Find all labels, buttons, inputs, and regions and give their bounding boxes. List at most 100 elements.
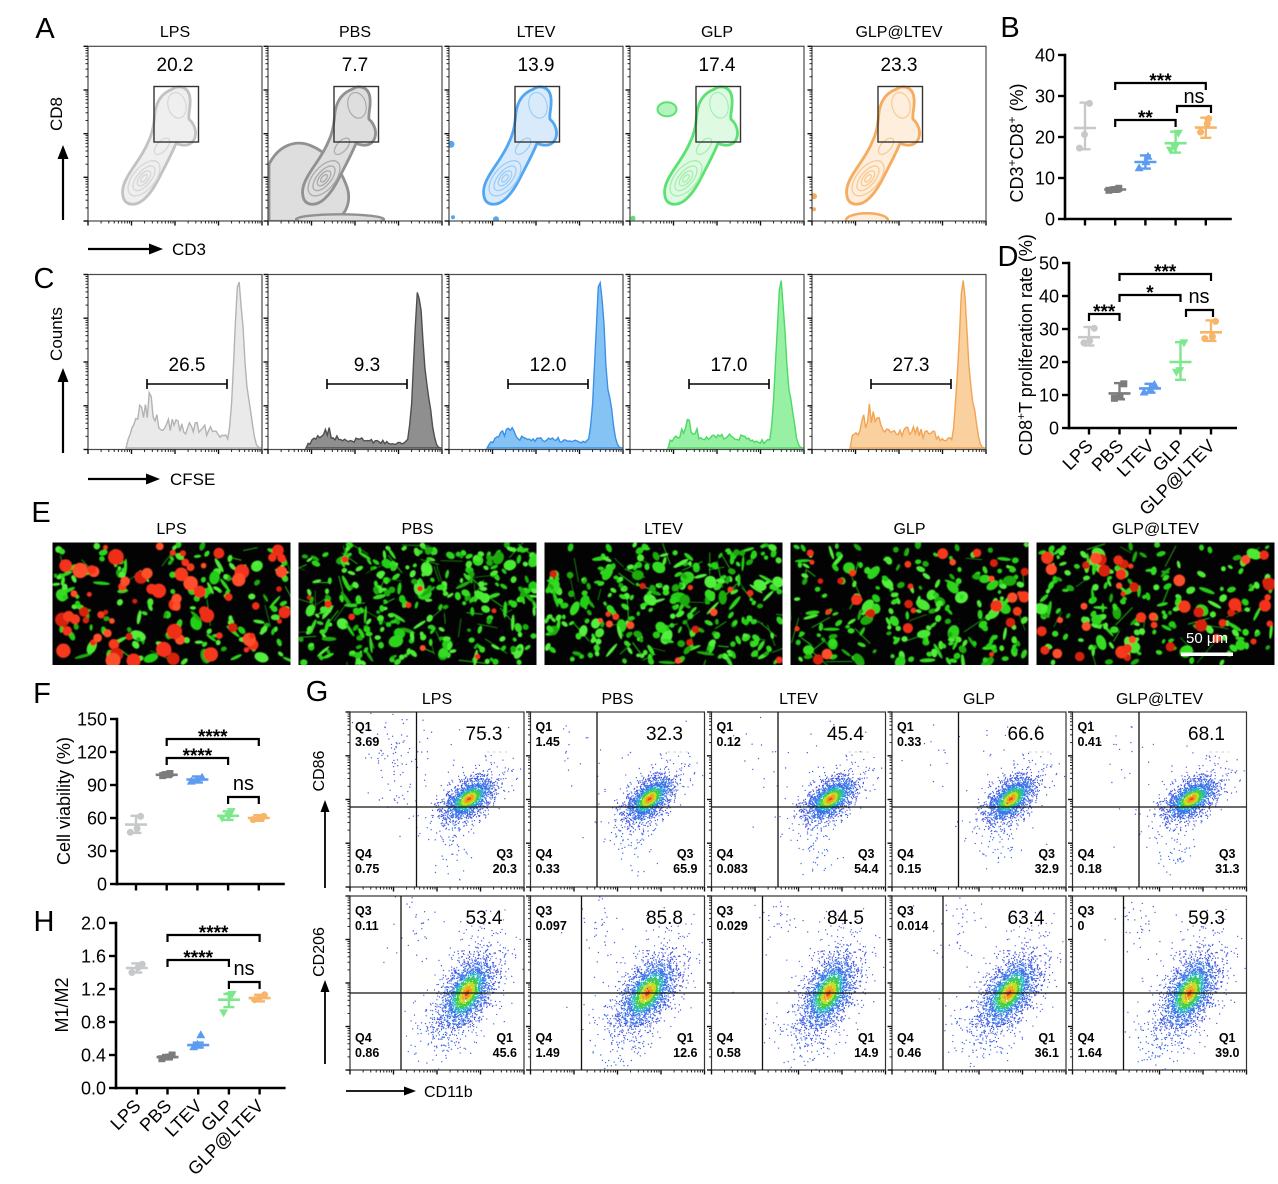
svg-text:GLP@LTEV: GLP@LTEV bbox=[1112, 521, 1199, 538]
svg-text:Q1: Q1 bbox=[1219, 1031, 1236, 1045]
svg-text:1.64: 1.64 bbox=[1078, 1046, 1102, 1060]
svg-text:54.4: 54.4 bbox=[854, 862, 878, 876]
svg-text:Q4: Q4 bbox=[897, 1031, 914, 1045]
svg-text:Q3: Q3 bbox=[1219, 847, 1236, 861]
svg-text:17.4: 17.4 bbox=[699, 55, 736, 76]
svg-text:31.3: 31.3 bbox=[1215, 862, 1239, 876]
svg-text:68.1: 68.1 bbox=[1188, 724, 1225, 745]
svg-text:14.9: 14.9 bbox=[854, 1046, 878, 1060]
svg-text:84.5: 84.5 bbox=[827, 908, 864, 929]
svg-text:Q4: Q4 bbox=[536, 1031, 553, 1045]
svg-text:ns: ns bbox=[1183, 86, 1204, 108]
svg-text:Q4: Q4 bbox=[355, 847, 372, 861]
svg-text:45.4: 45.4 bbox=[827, 724, 864, 745]
svg-text:0.097: 0.097 bbox=[536, 919, 567, 933]
svg-text:Q4: Q4 bbox=[717, 847, 734, 861]
svg-text:53.4: 53.4 bbox=[466, 908, 503, 929]
svg-text:23.3: 23.3 bbox=[881, 55, 918, 76]
svg-text:LPS: LPS bbox=[160, 24, 190, 41]
svg-text:Q1: Q1 bbox=[677, 1031, 694, 1045]
svg-text:Q4: Q4 bbox=[355, 1031, 372, 1045]
svg-text:50: 50 bbox=[1039, 254, 1059, 274]
svg-text:Q1: Q1 bbox=[355, 720, 372, 734]
svg-text:0.4: 0.4 bbox=[81, 1046, 106, 1066]
svg-text:B: B bbox=[1000, 12, 1019, 44]
svg-text:0: 0 bbox=[1045, 210, 1055, 230]
svg-text:LPS: LPS bbox=[422, 691, 452, 708]
svg-text:30: 30 bbox=[1039, 320, 1059, 340]
svg-text:1.6: 1.6 bbox=[81, 947, 106, 967]
svg-text:0.75: 0.75 bbox=[355, 862, 379, 876]
svg-text:32.9: 32.9 bbox=[1035, 862, 1059, 876]
svg-text:CD8+T proliferation rate (%): CD8+T proliferation rate (%) bbox=[1014, 234, 1036, 456]
svg-text:17.0: 17.0 bbox=[711, 355, 748, 376]
svg-text:66.6: 66.6 bbox=[1008, 724, 1045, 745]
svg-text:Counts: Counts bbox=[47, 307, 66, 361]
svg-text:40: 40 bbox=[1039, 287, 1059, 307]
svg-text:26.5: 26.5 bbox=[169, 355, 206, 376]
svg-text:Q1: Q1 bbox=[858, 1031, 875, 1045]
svg-text:0.15: 0.15 bbox=[897, 862, 921, 876]
svg-text:Q3: Q3 bbox=[897, 904, 914, 918]
svg-text:***: *** bbox=[1093, 302, 1116, 323]
svg-text:1.45: 1.45 bbox=[536, 735, 560, 749]
svg-text:0.86: 0.86 bbox=[355, 1046, 379, 1060]
svg-text:Q1: Q1 bbox=[1078, 720, 1095, 734]
svg-text:30: 30 bbox=[87, 842, 107, 862]
svg-text:7.7: 7.7 bbox=[342, 55, 368, 76]
svg-text:GLP: GLP bbox=[701, 24, 733, 41]
svg-text:D: D bbox=[998, 241, 1019, 273]
svg-text:CD206: CD206 bbox=[311, 927, 328, 977]
svg-text:0: 0 bbox=[97, 875, 107, 895]
svg-text:GLP: GLP bbox=[963, 691, 995, 708]
svg-text:Q4: Q4 bbox=[1078, 847, 1095, 861]
svg-text:ns: ns bbox=[1188, 286, 1209, 308]
svg-text:85.8: 85.8 bbox=[646, 908, 683, 929]
svg-text:36.1: 36.1 bbox=[1035, 1046, 1059, 1060]
svg-text:M1/M2: M1/M2 bbox=[52, 977, 72, 1032]
svg-text:50 μm: 50 μm bbox=[1186, 630, 1228, 647]
svg-text:LTEV: LTEV bbox=[779, 691, 818, 708]
svg-text:27.3: 27.3 bbox=[893, 355, 930, 376]
svg-text:2.0: 2.0 bbox=[81, 914, 106, 934]
svg-text:1.49: 1.49 bbox=[536, 1046, 560, 1060]
svg-text:GLP: GLP bbox=[893, 521, 925, 538]
svg-text:Cell viability (%): Cell viability (%) bbox=[54, 737, 74, 865]
svg-text:E: E bbox=[31, 497, 50, 529]
svg-text:C: C bbox=[34, 263, 55, 295]
svg-text:Q1: Q1 bbox=[897, 720, 914, 734]
svg-text:***: *** bbox=[1154, 262, 1177, 283]
svg-text:40: 40 bbox=[1035, 46, 1055, 66]
svg-text:Q4: Q4 bbox=[1078, 1031, 1095, 1045]
svg-text:CD86: CD86 bbox=[311, 750, 328, 791]
svg-text:Q3: Q3 bbox=[717, 904, 734, 918]
svg-text:GLP@LTEV: GLP@LTEV bbox=[1116, 691, 1203, 708]
svg-text:20: 20 bbox=[1039, 353, 1059, 373]
svg-text:59.3: 59.3 bbox=[1188, 908, 1225, 929]
svg-text:CFSE: CFSE bbox=[170, 470, 215, 489]
svg-text:Q4: Q4 bbox=[536, 847, 553, 861]
svg-text:0.029: 0.029 bbox=[717, 919, 748, 933]
svg-text:****: **** bbox=[199, 923, 229, 944]
svg-text:90: 90 bbox=[87, 776, 107, 796]
svg-text:G: G bbox=[306, 676, 329, 708]
svg-text:150: 150 bbox=[77, 710, 107, 730]
svg-text:Q3: Q3 bbox=[1078, 904, 1095, 918]
svg-text:0.41: 0.41 bbox=[1078, 735, 1102, 749]
svg-text:F: F bbox=[33, 678, 51, 710]
svg-text:20.2: 20.2 bbox=[157, 55, 194, 76]
svg-text:PBS: PBS bbox=[601, 691, 633, 708]
svg-text:CD3+CD8+ (%): CD3+CD8+ (%) bbox=[1005, 83, 1027, 202]
svg-text:0.0: 0.0 bbox=[81, 1079, 106, 1099]
svg-text:0.58: 0.58 bbox=[717, 1046, 741, 1060]
svg-text:****: **** bbox=[198, 727, 228, 748]
svg-text:Q4: Q4 bbox=[897, 847, 914, 861]
svg-text:Q3: Q3 bbox=[858, 847, 875, 861]
svg-text:0.18: 0.18 bbox=[1078, 862, 1102, 876]
svg-text:0.33: 0.33 bbox=[536, 862, 560, 876]
svg-text:20: 20 bbox=[1035, 128, 1055, 148]
svg-text:30: 30 bbox=[1035, 87, 1055, 107]
svg-text:PBS: PBS bbox=[401, 521, 433, 538]
svg-text:13.9: 13.9 bbox=[518, 55, 555, 76]
svg-text:Q1: Q1 bbox=[496, 1031, 513, 1045]
